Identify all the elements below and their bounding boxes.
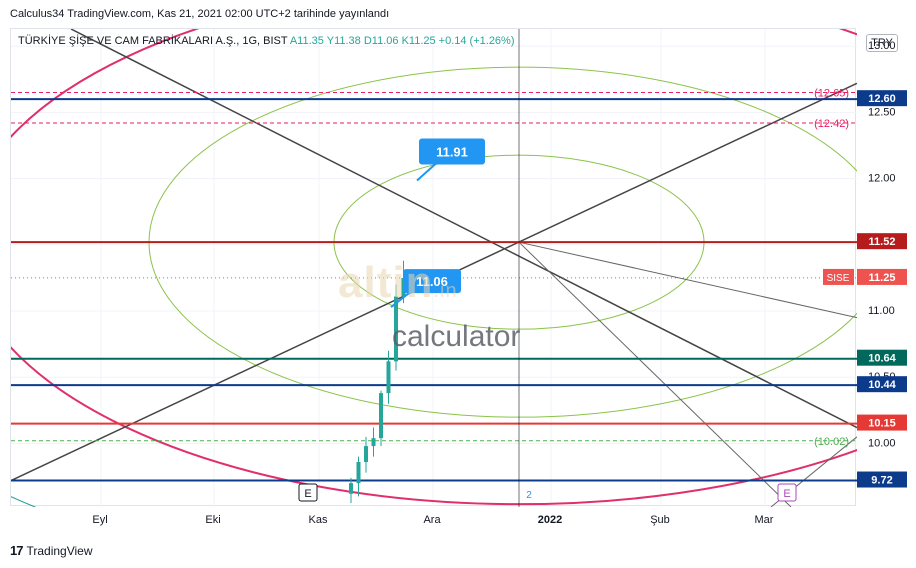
candle-body (349, 483, 353, 494)
candle-body (386, 361, 391, 394)
callout-11-91: 11.91 (416, 138, 485, 182)
fan-line-steep (518, 241, 792, 507)
publish-line: Calculus34 TradingView.com, Kas 21, 2021… (10, 8, 390, 20)
level-tag-box (857, 471, 907, 488)
watermark-brand-suffix: .in (433, 280, 458, 302)
fan-line-shallow (518, 241, 857, 319)
event-marker: E (298, 483, 318, 502)
chart-panel[interactable]: (12.65) (12.42) (10.02) 11.91 11.06 E E 2 (10, 28, 857, 507)
last-price-text: 11.25 (869, 272, 896, 284)
dividend-label: 2 (526, 490, 532, 501)
level-tag-box (857, 414, 907, 431)
watermark-text: calculator (392, 320, 521, 353)
y-tick-label: 11.00 (868, 305, 895, 317)
candle-body (394, 296, 398, 362)
x-tick-label: Ara (423, 514, 441, 526)
tradingview-logo-icon: 17 (10, 543, 24, 558)
level-tag-box (857, 90, 907, 107)
y-tick-label: 10.00 (868, 437, 896, 449)
level-tag: 10.44 (857, 376, 907, 393)
y-tick-label: 11.50 (868, 239, 895, 251)
y-tick-label: 12.00 (868, 173, 896, 185)
event-marker-box (777, 483, 797, 502)
callout-text: 11.06 (416, 274, 448, 289)
level-tag-text: 10.64 (868, 353, 896, 365)
dashed-level-label: (10.02) (814, 436, 849, 448)
candle-body (356, 461, 361, 484)
level-tag: 10.15 (857, 414, 907, 431)
callout-box (403, 269, 461, 294)
callout-pointer (390, 292, 410, 308)
y-tick-label: 10.50 (868, 371, 896, 383)
level-tag-text: 12.60 (868, 93, 896, 105)
candle-body (371, 438, 376, 447)
currency-button[interactable]: TRY (866, 34, 898, 52)
level-tag-text: 11.52 (869, 236, 896, 248)
callout-text: 11.91 (436, 145, 468, 160)
callout-11-06: 11.06 (390, 269, 461, 308)
candle-body (379, 393, 383, 439)
y-tick-label: 12.50 (868, 106, 896, 118)
event-marker-text: E (304, 488, 311, 500)
level-tag-box (857, 233, 907, 250)
dashed-level-label: (12.42) (814, 118, 849, 130)
last-price-box (857, 268, 907, 285)
callout-pointer (416, 162, 437, 182)
level-tag: 12.60 (857, 90, 907, 107)
level-tag-text: 9.72 (871, 475, 892, 487)
level-tag-box (857, 376, 907, 393)
x-tick-label: Eki (205, 514, 220, 526)
chart-plot[interactable]: (12.65) (12.42) (10.02) 11.91 11.06 E E 2 (11, 29, 857, 507)
callout-box (419, 138, 485, 165)
watermark-brand: altin.in (338, 258, 458, 308)
watermark-brand-text: altin (338, 258, 434, 307)
symbol-name: TÜRKİYE ŞİŞE VE CAM FABRİKALARI A.Ş., 1G… (18, 35, 288, 47)
level-tag-text: 10.15 (868, 418, 896, 430)
level-tag: 11.52 (857, 233, 907, 250)
x-tick-label: Kas (309, 514, 328, 526)
x-tick-label: Şub (650, 514, 670, 526)
fan-line-down (70, 29, 857, 429)
level-tag: 10.64 (857, 349, 907, 366)
footer: 17 TradingView (10, 543, 93, 558)
x-tick-label: 2022 (538, 514, 562, 526)
level-tag: 9.72 (857, 471, 907, 488)
event-marker-box (298, 483, 318, 502)
x-tick-label: Eyl (92, 514, 107, 526)
symbol-legend: TÜRKİYE ŞİŞE VE CAM FABRİKALARI A.Ş., 1G… (18, 35, 515, 47)
footer-brand: TradingView (26, 543, 93, 558)
dashed-level-label: (12.65) (814, 88, 849, 100)
event-marker-text: E (783, 488, 790, 500)
ohlc-values: A11.35 Y11.38 D11.06 K11.25 +0.14 (+1.26… (289, 35, 515, 47)
level-tag-box (857, 349, 907, 366)
x-tick-label: Mar (755, 514, 774, 526)
level-tag-text: 10.44 (868, 379, 896, 391)
candle-body (364, 446, 368, 462)
event-marker: E (777, 483, 797, 502)
